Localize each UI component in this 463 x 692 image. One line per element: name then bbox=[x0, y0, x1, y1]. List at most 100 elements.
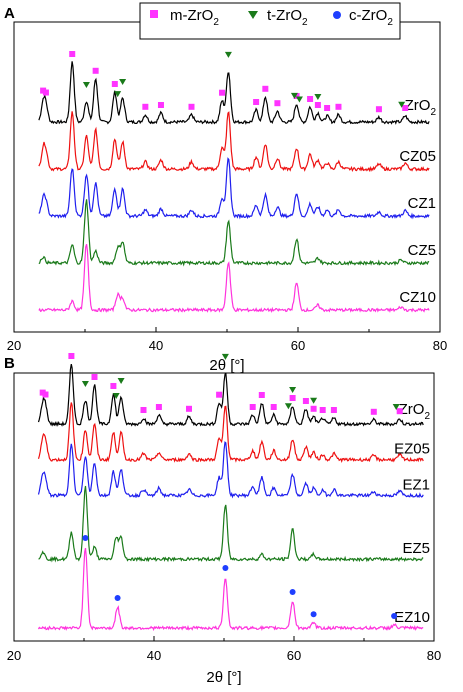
legend-label-m: m-ZrO2 bbox=[170, 7, 219, 28]
marker-t-zro2 bbox=[114, 91, 122, 98]
marker-m-zro2 bbox=[270, 404, 277, 410]
series-label: EZ10 bbox=[394, 609, 430, 626]
x-tick-label: 40 bbox=[149, 338, 163, 353]
marker-m-zro2 bbox=[274, 100, 281, 107]
marker-m-zro2 bbox=[69, 51, 76, 57]
series-line bbox=[38, 199, 430, 267]
series-label: CZ05 bbox=[399, 148, 436, 165]
marker-t-zro2 bbox=[221, 353, 229, 360]
series-line bbox=[37, 363, 424, 427]
marker-m-zro2 bbox=[110, 382, 117, 389]
marker-m-zro2 bbox=[289, 395, 296, 401]
legend-circle-marker bbox=[333, 11, 341, 19]
x-axis-label: 2θ [°] bbox=[209, 357, 244, 374]
marker-t-zro2 bbox=[290, 92, 298, 99]
marker-m-zro2 bbox=[310, 405, 317, 412]
marker-t-zro2 bbox=[119, 78, 127, 85]
marker-m-zro2 bbox=[142, 103, 149, 110]
x-tick-label: 20 bbox=[7, 648, 21, 663]
panel-b-letter: B bbox=[4, 355, 15, 372]
marker-m-zro2 bbox=[253, 98, 260, 105]
series-label: EZ5 bbox=[402, 540, 430, 557]
legend-triangle-marker bbox=[248, 11, 258, 19]
marker-m-zro2 bbox=[262, 85, 269, 92]
series-label: CZ1 bbox=[408, 195, 436, 212]
marker-m-zro2 bbox=[402, 105, 409, 111]
marker-m-zro2 bbox=[335, 103, 342, 110]
x-tick-label: 40 bbox=[147, 648, 161, 663]
series-line bbox=[38, 485, 424, 563]
panel-b: B 20 40 60 80 2θ [°] ZrO2 EZ05 EZ1 EZ5 EZ10 bbox=[4, 353, 441, 686]
panel-a: A m-ZrO2 t-ZrO2 c-ZrO2 20 40 60 80 2θ [°] ZrO… bbox=[4, 2, 447, 374]
marker-m-zro2 bbox=[319, 406, 326, 413]
marker-m-zro2 bbox=[307, 95, 314, 102]
marker-m-zro2 bbox=[157, 102, 164, 108]
marker-c-zro2 bbox=[310, 611, 317, 618]
marker-m-zro2 bbox=[302, 397, 309, 404]
marker-m-zro2 bbox=[42, 89, 49, 96]
series-label: EZ05 bbox=[394, 441, 430, 458]
marker-c-zro2 bbox=[114, 595, 121, 601]
marker-m-zro2 bbox=[188, 103, 195, 110]
marker-m-zro2 bbox=[314, 101, 321, 108]
marker-m-zro2 bbox=[258, 391, 265, 398]
x-tick-label: 80 bbox=[427, 648, 441, 663]
series-label: CZ5 bbox=[408, 242, 436, 259]
marker-t-zro2 bbox=[314, 93, 322, 100]
marker-m-zro2 bbox=[111, 80, 118, 87]
marker-t-zro2 bbox=[295, 96, 303, 103]
marker-m-zro2 bbox=[186, 405, 192, 412]
x-tick-label: 60 bbox=[291, 338, 305, 353]
marker-t-zro2 bbox=[289, 387, 297, 393]
marker-m-zro2 bbox=[219, 89, 226, 96]
series-line bbox=[38, 244, 430, 314]
legend-label-t: t-ZrO2 bbox=[267, 7, 308, 28]
marker-t-zro2 bbox=[398, 101, 406, 108]
legend: m-ZrO2 t-ZrO2 c-ZrO2 bbox=[139, 2, 401, 40]
legend-box bbox=[139, 2, 401, 40]
marker-t-zro2 bbox=[82, 81, 90, 88]
marker-m-zro2 bbox=[216, 391, 223, 398]
marker-m-zro2 bbox=[396, 408, 403, 415]
series-label: ZrO2 bbox=[399, 401, 431, 422]
series-line bbox=[37, 547, 424, 632]
series-label: CZ10 bbox=[399, 289, 436, 306]
x-tick-label: 60 bbox=[287, 648, 301, 663]
marker-c-zro2 bbox=[82, 535, 89, 541]
marker-m-zro2 bbox=[92, 67, 99, 74]
legend-label-c: c-ZrO2 bbox=[349, 7, 393, 28]
x-tick-label: 80 bbox=[433, 338, 447, 353]
marker-c-zro2 bbox=[222, 565, 229, 571]
marker-m-zro2 bbox=[249, 403, 256, 410]
series-label: EZ1 bbox=[402, 476, 430, 493]
marker-c-zro2 bbox=[289, 589, 296, 595]
x-axis-label: 2θ [°] bbox=[206, 669, 241, 686]
legend-square-marker bbox=[150, 10, 158, 18]
panel-a-letter: A bbox=[4, 5, 15, 22]
series-line bbox=[38, 157, 430, 220]
marker-m-zro2 bbox=[370, 408, 377, 415]
marker-m-zro2 bbox=[91, 373, 98, 380]
series-line bbox=[37, 441, 424, 499]
marker-t-zro2 bbox=[224, 51, 232, 58]
marker-c-zro2 bbox=[391, 613, 398, 619]
marker-t-zro2 bbox=[112, 393, 120, 400]
marker-m-zro2 bbox=[375, 106, 382, 113]
marker-t-zro2 bbox=[392, 404, 400, 411]
marker-m-zro2 bbox=[293, 93, 300, 99]
series-line bbox=[37, 402, 424, 463]
marker-m-zro2 bbox=[330, 407, 337, 413]
marker-m-zro2 bbox=[140, 407, 147, 413]
marker-t-zro2 bbox=[81, 380, 89, 387]
marker-m-zro2 bbox=[324, 104, 331, 111]
marker-m-zro2 bbox=[68, 353, 75, 359]
marker-t-zro2 bbox=[310, 397, 318, 404]
x-tick-label: 20 bbox=[7, 338, 21, 353]
marker-m-zro2 bbox=[42, 391, 49, 398]
marker-t-zro2 bbox=[117, 377, 125, 384]
marker-t-zro2 bbox=[284, 403, 292, 410]
series-line bbox=[38, 61, 430, 125]
marker-m-zro2 bbox=[155, 404, 162, 410]
series-line bbox=[38, 111, 430, 173]
